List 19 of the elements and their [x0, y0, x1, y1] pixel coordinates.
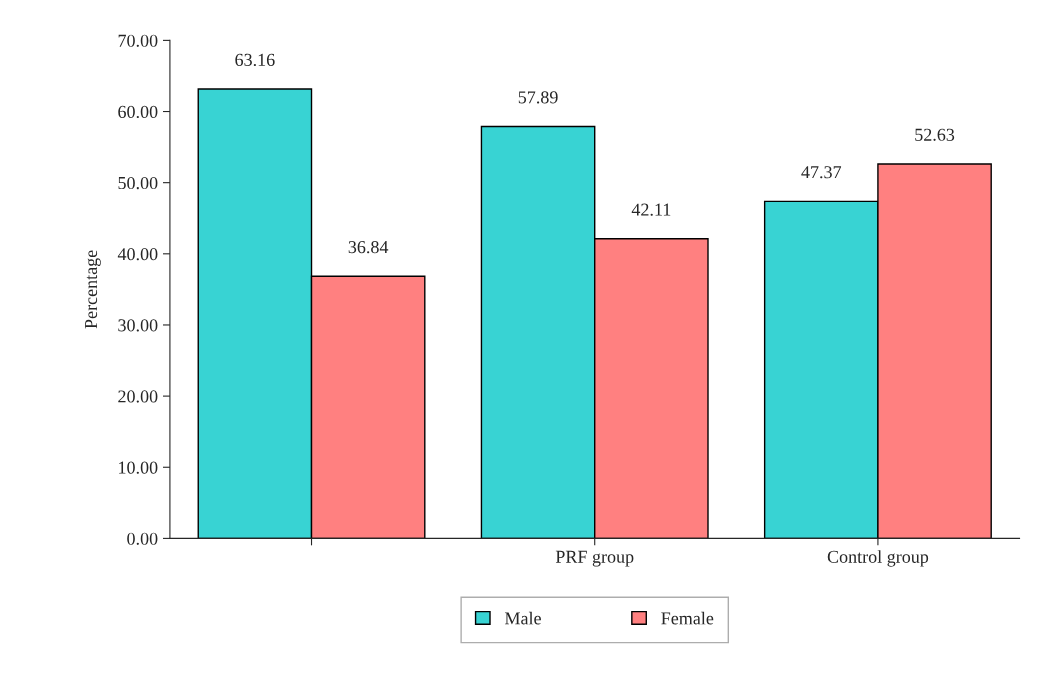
- data-label: 63.16: [235, 53, 275, 67]
- x-tick-label: Control group: [827, 550, 929, 567]
- y-tick-label: 30.00: [118, 319, 158, 332]
- legend-label: Female: [661, 611, 714, 625]
- y-tick-label: 60.00: [118, 105, 158, 119]
- y-tick-label: 0.00: [127, 532, 158, 545]
- x-tick-label: PRF group: [555, 550, 634, 567]
- data-label: 42.11: [631, 203, 671, 216]
- data-label: 36.84: [348, 241, 389, 254]
- legend-label: Male: [504, 611, 541, 625]
- y-tick-label: 40.00: [117, 248, 158, 261]
- y-tick-label: 70.00: [118, 34, 158, 47]
- y-tick-label: 20.00: [118, 390, 158, 403]
- data-label: 52.63: [915, 128, 955, 141]
- data-label: 57.89: [518, 91, 558, 104]
- y-tick-label: 50.00: [118, 176, 158, 190]
- y-tick-label: 10.00: [119, 461, 158, 474]
- y-axis-title: Percentage: [85, 250, 101, 329]
- data-label: 47.37: [801, 166, 842, 179]
